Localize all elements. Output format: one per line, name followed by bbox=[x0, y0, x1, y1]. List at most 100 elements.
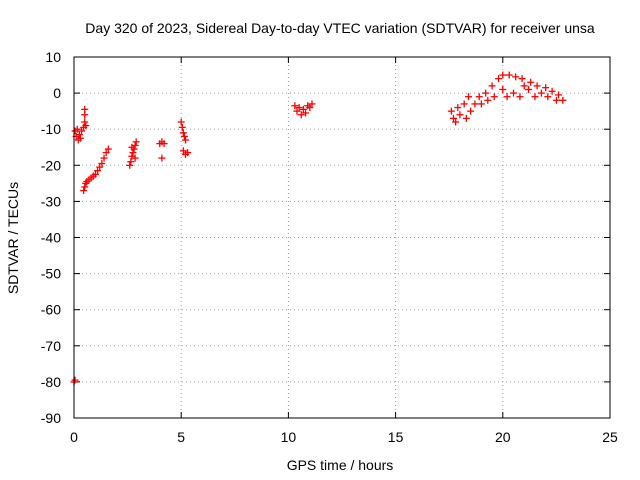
data-point-marker bbox=[129, 149, 137, 157]
data-point-marker bbox=[81, 105, 89, 113]
x-tick-label: 5 bbox=[177, 429, 185, 445]
data-point-marker bbox=[75, 131, 83, 139]
data-point-marker bbox=[488, 82, 496, 90]
data-point-marker bbox=[490, 93, 498, 101]
data-point-marker bbox=[499, 71, 507, 79]
data-point-marker bbox=[78, 127, 86, 135]
data-point-marker bbox=[456, 111, 464, 119]
data-point-marker bbox=[126, 161, 134, 169]
chart-title: Day 320 of 2023, Sidereal Day-to-day VTE… bbox=[85, 20, 595, 36]
y-tick-label: -20 bbox=[41, 157, 61, 173]
data-point-marker bbox=[178, 123, 186, 131]
data-point-marker bbox=[544, 93, 552, 101]
y-tick-label: -50 bbox=[41, 266, 61, 282]
y-tick-label: -70 bbox=[41, 338, 61, 354]
data-point-marker bbox=[302, 109, 310, 117]
data-point-marker bbox=[454, 104, 462, 112]
data-point-marker bbox=[81, 183, 89, 191]
data-point-marker bbox=[82, 122, 90, 130]
y-tick-label: -80 bbox=[41, 374, 61, 390]
y-tick-label: 10 bbox=[45, 49, 61, 65]
data-point-marker bbox=[555, 91, 563, 99]
data-point-marker bbox=[180, 132, 188, 140]
grid bbox=[74, 57, 610, 418]
data-point-marker bbox=[179, 129, 187, 137]
y-tick-label: -90 bbox=[41, 410, 61, 426]
data-point-marker bbox=[181, 136, 189, 144]
data-point-marker bbox=[503, 93, 511, 101]
data-point-marker bbox=[533, 82, 541, 90]
y-tick-label: -10 bbox=[41, 121, 61, 137]
data-point-marker bbox=[452, 118, 460, 126]
data-point-marker bbox=[499, 85, 507, 93]
data-point-marker bbox=[76, 134, 84, 142]
data-point-marker bbox=[73, 125, 81, 133]
data-point-marker bbox=[94, 167, 102, 175]
data-point-marker bbox=[462, 114, 470, 122]
x-tick-label: 0 bbox=[70, 429, 78, 445]
x-tick-label: 25 bbox=[602, 429, 618, 445]
data-point-marker bbox=[542, 84, 550, 92]
data-point-marker bbox=[96, 163, 104, 171]
data-point-marker bbox=[527, 78, 535, 86]
data-point-marker bbox=[510, 89, 518, 97]
y-axis-label: SDTVAR / TECUs bbox=[5, 182, 21, 294]
plot-frame bbox=[73, 56, 611, 419]
data-point-marker bbox=[484, 96, 492, 104]
data-point-marker bbox=[81, 118, 89, 126]
data-point-marker bbox=[495, 75, 503, 83]
data-point-marker bbox=[520, 82, 528, 90]
data-point-marker bbox=[102, 149, 110, 157]
data-point-marker bbox=[537, 89, 545, 97]
data-point-marker bbox=[460, 100, 468, 108]
data-point-marker bbox=[482, 89, 490, 97]
data-points bbox=[70, 71, 567, 386]
data-point-marker bbox=[467, 107, 475, 115]
axis-ticks: 10 0 -10 -20 -30 -40 -50 -60 -70 -80 -90 0 5 10 15 20 25 bbox=[41, 49, 618, 445]
data-point-marker bbox=[291, 102, 299, 110]
data-point-marker bbox=[518, 75, 526, 83]
data-point-marker bbox=[127, 158, 135, 166]
data-point-marker bbox=[177, 118, 185, 126]
data-point-marker bbox=[552, 96, 560, 104]
data-point-marker bbox=[104, 145, 112, 153]
data-point-marker bbox=[471, 100, 479, 108]
x-axis-label: GPS time / hours bbox=[287, 457, 394, 473]
data-point-marker bbox=[158, 154, 166, 162]
x-tick-label: 10 bbox=[281, 429, 297, 445]
x-tick-label: 15 bbox=[388, 429, 404, 445]
data-point-marker bbox=[299, 105, 307, 113]
data-point-marker bbox=[293, 107, 301, 115]
data-point-marker bbox=[475, 93, 483, 101]
data-point-marker bbox=[295, 104, 303, 112]
y-tick-label: -60 bbox=[41, 302, 61, 318]
data-point-marker bbox=[100, 154, 108, 162]
data-point-marker bbox=[128, 143, 136, 151]
y-tick-label: -40 bbox=[41, 230, 61, 246]
x-tick-label: 20 bbox=[495, 429, 511, 445]
data-point-marker bbox=[297, 111, 305, 119]
data-point-marker bbox=[131, 154, 139, 162]
data-point-marker bbox=[464, 93, 472, 101]
data-point-marker bbox=[505, 71, 513, 79]
data-point-marker bbox=[449, 114, 457, 122]
data-point-marker bbox=[531, 93, 539, 101]
data-point-marker bbox=[179, 147, 187, 155]
y-tick-label: 0 bbox=[53, 85, 61, 101]
data-point-marker bbox=[132, 138, 140, 146]
data-point-marker bbox=[477, 100, 485, 108]
data-point-marker bbox=[91, 170, 99, 178]
data-point-marker bbox=[160, 140, 168, 148]
data-point-marker bbox=[559, 96, 567, 104]
data-point-marker bbox=[71, 376, 79, 384]
data-point-marker bbox=[98, 159, 106, 167]
data-point-marker bbox=[184, 149, 192, 157]
data-point-marker bbox=[306, 104, 314, 112]
data-point-marker bbox=[447, 107, 455, 115]
data-point-marker bbox=[512, 73, 520, 81]
data-point-marker bbox=[525, 85, 533, 93]
y-tick-label: -30 bbox=[41, 193, 61, 209]
data-point-marker bbox=[80, 187, 88, 195]
